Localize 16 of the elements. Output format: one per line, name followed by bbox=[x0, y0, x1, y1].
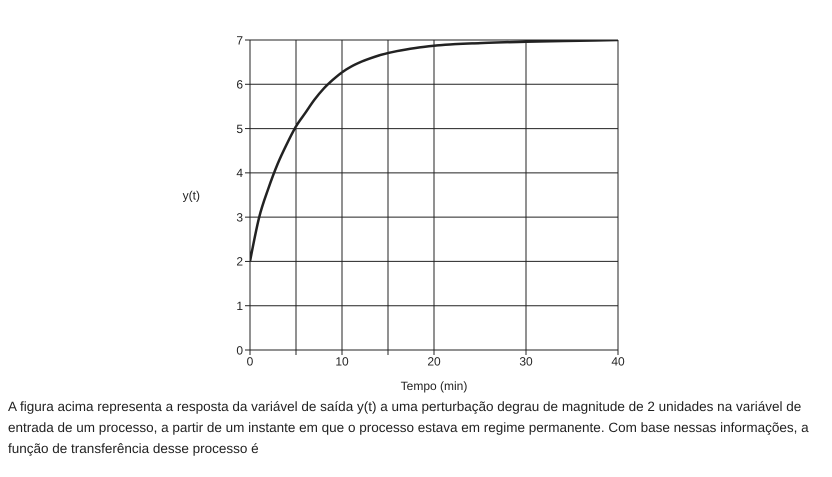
y-tick-label: 2 bbox=[236, 254, 244, 269]
y-tick-label: 4 bbox=[236, 166, 244, 180]
x-tick-label: 20 bbox=[427, 354, 441, 369]
y-axis-title: y(t) bbox=[182, 188, 200, 202]
y-tick-label: 6 bbox=[236, 78, 244, 92]
x-tick-label: 0 bbox=[246, 354, 254, 369]
y-tick-label: 1 bbox=[236, 298, 244, 313]
y-tick-label: 5 bbox=[236, 122, 244, 136]
y-tick-label: 7 bbox=[236, 33, 244, 48]
x-axis-title: Tempo (min) bbox=[400, 379, 468, 393]
x-tick-label: 10 bbox=[335, 354, 349, 369]
y-tick-label: 0 bbox=[236, 343, 244, 358]
text: A figura acima representa a resposta da variável de saída y(t) a uma perturbação degrau de magnitude de 2 unidades na variável de entrada de um processo, a partir de um instante em que o processo estava em regime permanente. Com base nessas informações, a função de transferência desse processo é bbox=[8, 398, 810, 458]
x-tick-label: 30 bbox=[519, 354, 533, 369]
y-tick-label: 3 bbox=[236, 210, 244, 224]
x-tick-label: 40 bbox=[611, 354, 625, 369]
